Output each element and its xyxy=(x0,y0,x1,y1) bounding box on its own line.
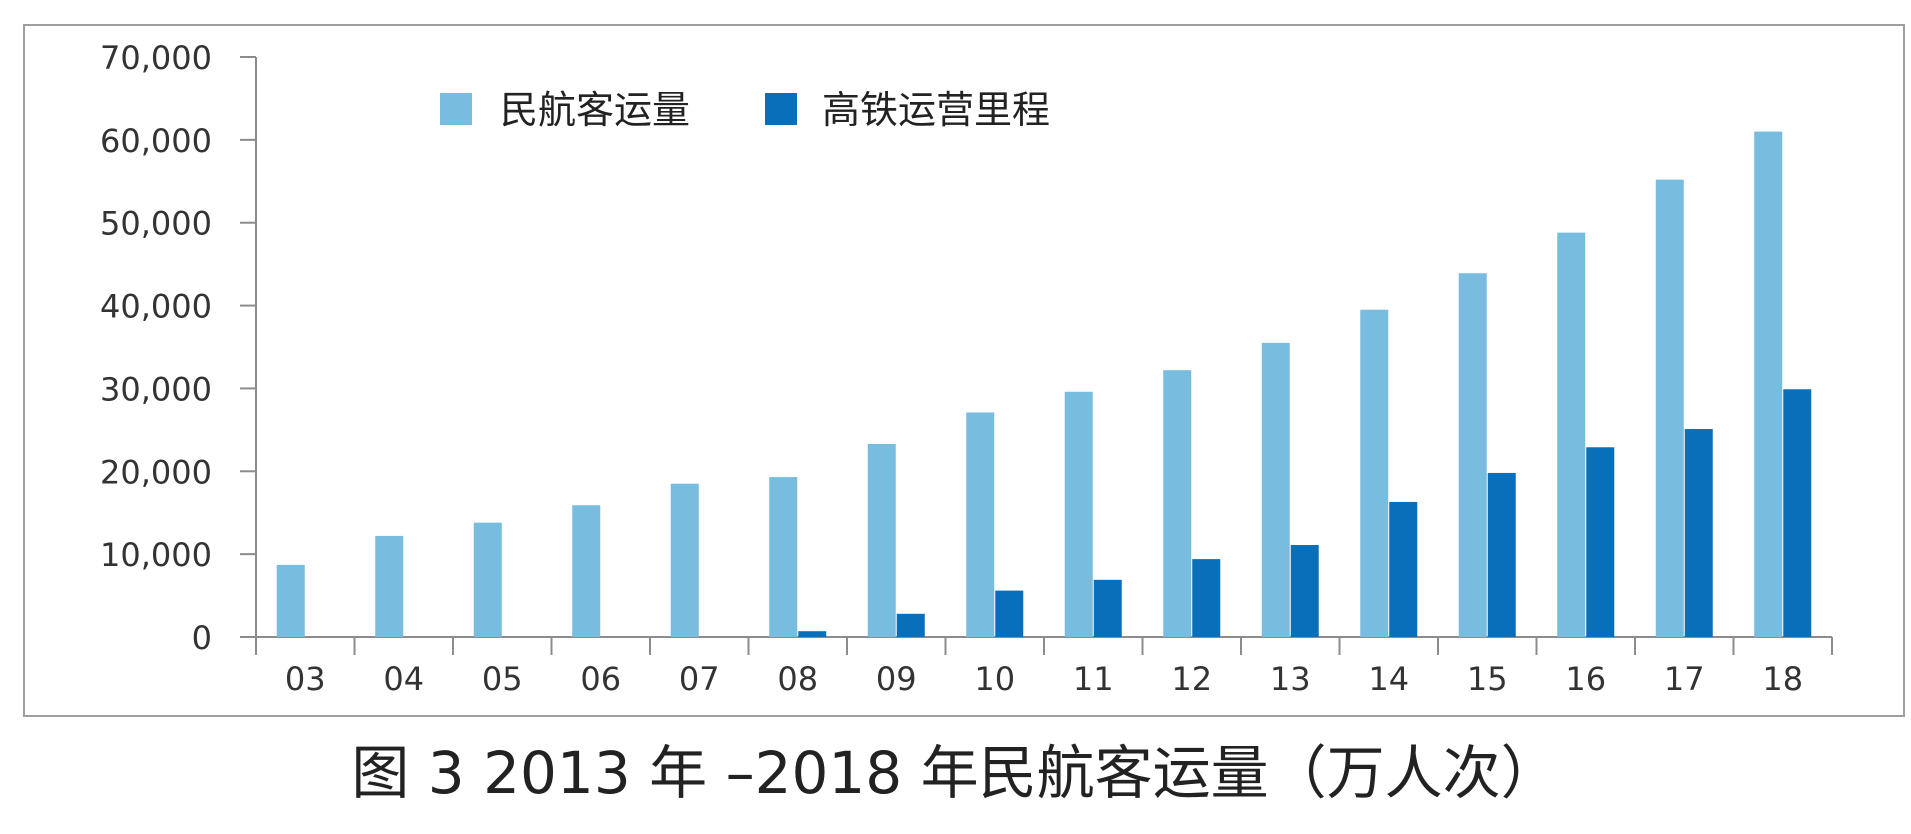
x-tick-label: 06 xyxy=(580,660,621,698)
bar-hsr-mileage xyxy=(1586,447,1615,637)
y-tick-label: 70,000 xyxy=(100,39,212,77)
x-tick-label: 04 xyxy=(383,660,424,698)
bar-airline-passengers xyxy=(1163,370,1192,637)
legend: 民航客运量 高铁运营里程 xyxy=(440,88,1050,132)
bar-airline-passengers xyxy=(276,564,305,637)
bar-hsr-mileage xyxy=(1389,501,1418,637)
legend-swatch-airline xyxy=(440,93,472,125)
y-tick-label: 10,000 xyxy=(100,536,212,574)
bar-hsr-mileage xyxy=(896,613,925,637)
x-tick-label: 16 xyxy=(1565,660,1606,698)
x-tick-label: 07 xyxy=(679,660,720,698)
bar-airline-passengers xyxy=(966,412,995,637)
bar-airline-passengers xyxy=(375,535,404,637)
legend-label-hsr: 高铁运营里程 xyxy=(822,88,1050,132)
x-tick-label: 15 xyxy=(1467,660,1508,698)
bar-hsr-mileage xyxy=(1487,472,1516,637)
bar-hsr-mileage xyxy=(1093,579,1122,637)
figure-caption: 图 3 2013 年 –2018 年民航客运量（万人次） xyxy=(351,739,1558,807)
x-tick-label: 08 xyxy=(777,660,818,698)
bar-hsr-mileage xyxy=(1684,429,1713,637)
bar-airline-passengers xyxy=(670,483,699,637)
y-tick-label: 20,000 xyxy=(100,453,212,491)
bar-hsr-mileage xyxy=(1192,559,1221,637)
x-tick-label: 11 xyxy=(1073,660,1114,698)
x-tick-label: 18 xyxy=(1762,660,1803,698)
legend-swatch-hsr xyxy=(765,93,797,125)
bar-airline-passengers xyxy=(1458,273,1487,637)
bar-hsr-mileage xyxy=(995,590,1024,637)
x-tick-label: 13 xyxy=(1270,660,1311,698)
x-tick-label: 05 xyxy=(482,660,523,698)
bar-airline-passengers xyxy=(769,477,798,637)
x-tick-label: 10 xyxy=(974,660,1015,698)
y-tick-label: 50,000 xyxy=(100,205,212,243)
y-tick-label: 60,000 xyxy=(100,122,212,160)
bar-airline-passengers xyxy=(572,505,601,637)
x-tick-label: 14 xyxy=(1368,660,1409,698)
x-tick-label: 17 xyxy=(1664,660,1705,698)
legend-label-airline: 民航客运量 xyxy=(500,88,690,132)
x-tick-label: 12 xyxy=(1171,660,1212,698)
bar-hsr-mileage xyxy=(1290,545,1319,637)
y-tick-label: 0 xyxy=(192,619,212,657)
tick-labels: 0 10,000 20,000 30,000 40,000 50,000 60,000 70,… xyxy=(100,39,1803,698)
bar-airline-passengers xyxy=(867,443,896,637)
bar-airline-passengers xyxy=(1655,179,1684,637)
bar-airline-passengers xyxy=(1360,309,1389,637)
bar-airline-passengers xyxy=(1754,131,1783,638)
x-tick-label: 03 xyxy=(285,660,326,698)
bar-airline-passengers xyxy=(1064,391,1093,637)
y-tick-label: 40,000 xyxy=(100,288,212,326)
bar-airline-passengers xyxy=(1557,232,1586,637)
bars xyxy=(276,131,1812,638)
bar-hsr-mileage xyxy=(798,631,827,637)
bar-airline-passengers xyxy=(1261,342,1290,637)
bar-airline-passengers xyxy=(473,522,502,637)
bar-hsr-mileage xyxy=(1783,389,1812,637)
x-tick-label: 09 xyxy=(876,660,917,698)
y-tick-label: 30,000 xyxy=(100,370,212,408)
